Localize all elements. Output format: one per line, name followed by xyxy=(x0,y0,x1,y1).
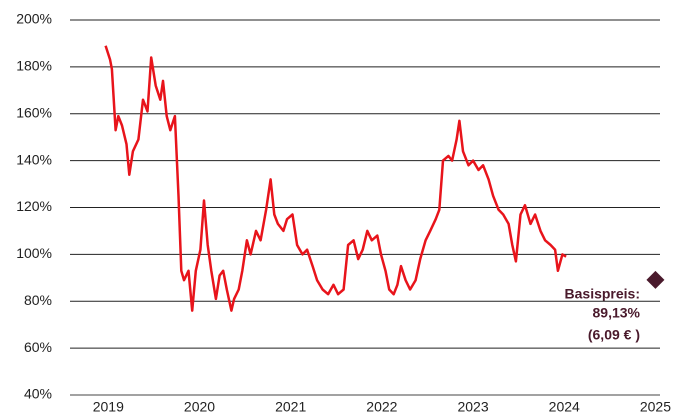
y-tick-label: 160% xyxy=(16,104,52,120)
annotation-label: 89,13% xyxy=(593,305,641,321)
y-tick-label: 180% xyxy=(16,58,52,74)
price-line xyxy=(104,45,567,312)
strike-marker xyxy=(646,270,665,289)
x-tick-label: 2020 xyxy=(184,399,215,415)
x-tick-label: 2025 xyxy=(640,399,671,415)
y-tick-label: 80% xyxy=(24,292,52,308)
x-tick-label: 2023 xyxy=(457,399,488,415)
x-tick-label: 2019 xyxy=(93,399,124,415)
y-tick-label: 200% xyxy=(16,11,52,27)
y-tick-label: 140% xyxy=(16,151,52,167)
annotation-title: Basispreis: xyxy=(565,286,640,302)
x-tick-label: 2024 xyxy=(549,399,580,415)
annotation-note: (6,09 € ) xyxy=(588,327,640,343)
x-tick-label: 2021 xyxy=(275,399,306,415)
y-tick-label: 120% xyxy=(16,198,52,214)
y-tick-label: 40% xyxy=(24,386,52,402)
y-tick-label: 60% xyxy=(24,339,52,355)
x-tick-label: 2022 xyxy=(366,399,397,415)
y-tick-label: 100% xyxy=(16,245,52,261)
